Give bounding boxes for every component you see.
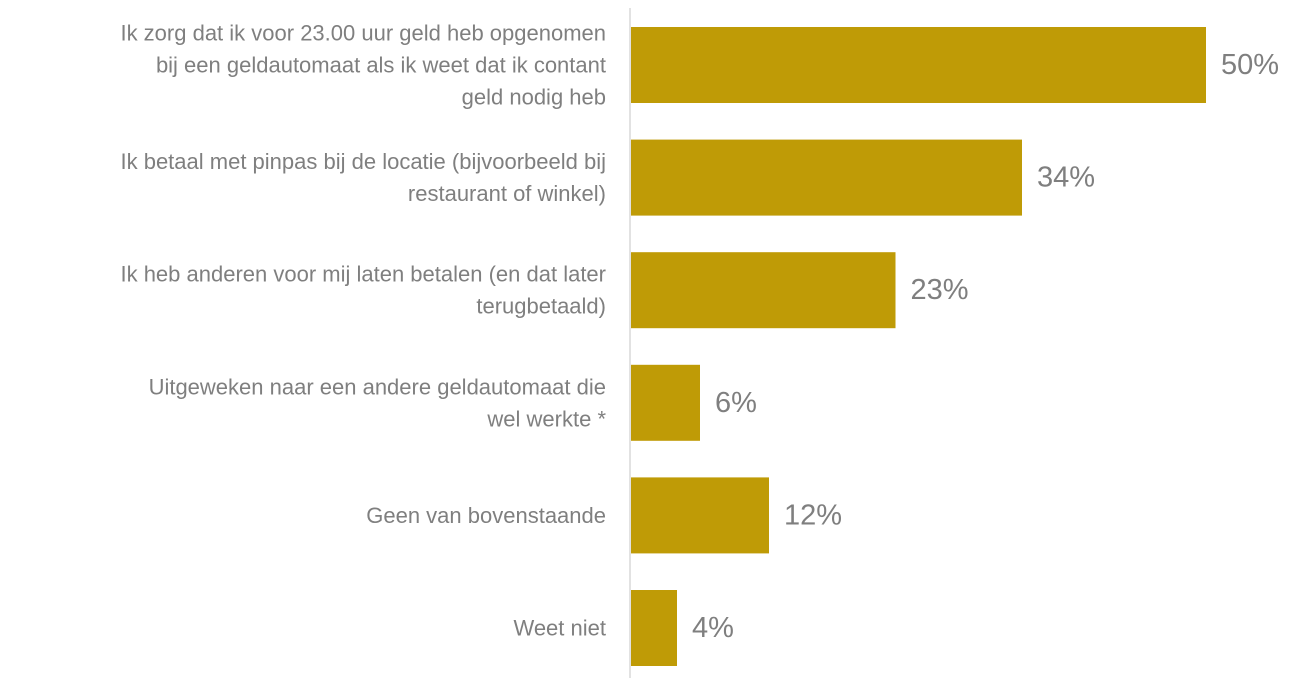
category-label-2: Ik betaal met pinpas bij de locatie (bij… — [120, 149, 606, 206]
value-label-1: 50% — [1221, 49, 1279, 81]
value-labels-group: 50% 34% 23% 6% 12% 4% — [692, 49, 1279, 644]
bar-2 — [631, 139, 1022, 216]
category-label-line: Weet niet — [513, 616, 606, 641]
bars-group — [631, 27, 1206, 666]
bar-1 — [631, 27, 1206, 103]
bar-6 — [631, 590, 677, 666]
bar-3 — [631, 252, 896, 329]
category-label-6: Weet niet — [513, 616, 606, 641]
category-label-line: terugbetaald) — [476, 294, 606, 319]
value-label-2: 34% — [1037, 162, 1095, 194]
category-label-line: Uitgeweken naar een andere geldautomaat … — [149, 374, 606, 399]
category-label-1: Ik zorg dat ik voor 23.00 uur geld heb o… — [120, 21, 606, 110]
category-label-line: Ik zorg dat ik voor 23.00 uur geld heb o… — [120, 21, 606, 46]
value-label-6: 4% — [692, 612, 734, 644]
category-label-5: Geen van bovenstaande — [366, 503, 606, 528]
category-label-3: Ik heb anderen voor mij laten betalen (e… — [120, 262, 606, 319]
category-label-line: geld nodig heb — [462, 85, 606, 110]
value-label-5: 12% — [784, 499, 842, 531]
value-label-4: 6% — [715, 387, 757, 419]
bar-5 — [631, 477, 769, 554]
category-label-line: Geen van bovenstaande — [366, 503, 606, 528]
category-label-line: restaurant of winkel) — [408, 181, 606, 206]
category-labels-group: Ik zorg dat ik voor 23.00 uur geld heb o… — [120, 21, 606, 641]
value-label-3: 23% — [911, 274, 969, 306]
category-label-line: wel werkte * — [486, 406, 606, 431]
bar-4 — [631, 364, 700, 441]
category-label-line: bij een geldautomaat als ik weet dat ik … — [156, 53, 606, 78]
category-label-4: Uitgeweken naar een andere geldautomaat … — [149, 374, 607, 431]
category-label-line: Ik heb anderen voor mij laten betalen (e… — [120, 262, 606, 287]
category-label-line: Ik betaal met pinpas bij de locatie (bij… — [120, 149, 606, 174]
